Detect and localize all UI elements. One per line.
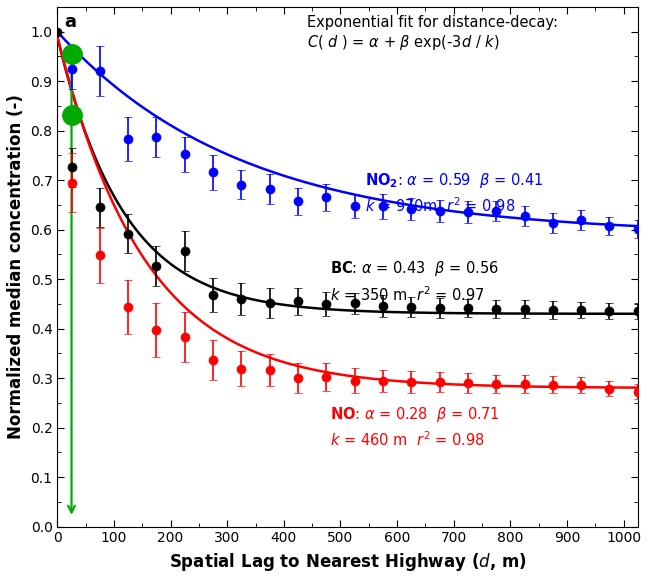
Text: $k$ = 970m  $r^2$ = 0.98: $k$ = 970m $r^2$ = 0.98 (365, 197, 515, 215)
Text: a: a (64, 13, 76, 31)
X-axis label: Spatial Lag to Nearest Highway ($d$, m): Spatial Lag to Nearest Highway ($d$, m) (168, 551, 526, 573)
Text: $k$ = 460 m  $r^2$ = 0.98: $k$ = 460 m $r^2$ = 0.98 (330, 430, 485, 449)
Y-axis label: Normalized median concentration (-): Normalized median concentration (-) (7, 95, 25, 439)
Text: $k$ = 350 m  $r^2$ = 0.97: $k$ = 350 m $r^2$ = 0.97 (330, 285, 485, 304)
Text: Exponential fit for distance-decay:
$C$( $d$ ) = $\alpha$ + $\beta$ exp(-3$d$ / : Exponential fit for distance-decay: $C$(… (307, 14, 558, 52)
Text: $\bf{NO_2}$: $\itα$ = 0.59  $\itβ$ = 0.41: $\bf{NO_2}$: $\itα$ = 0.59 $\itβ$ = 0.41 (365, 171, 543, 190)
Text: $\bf{NO}$: $\itα$ = 0.28  $\itβ$ = 0.71: $\bf{NO}$: $\itα$ = 0.28 $\itβ$ = 0.71 (330, 404, 500, 423)
Text: $\bf{BC}$: $\itα$ = 0.43  $\itβ$ = 0.56: $\bf{BC}$: $\itα$ = 0.43 $\itβ$ = 0.56 (330, 259, 499, 278)
